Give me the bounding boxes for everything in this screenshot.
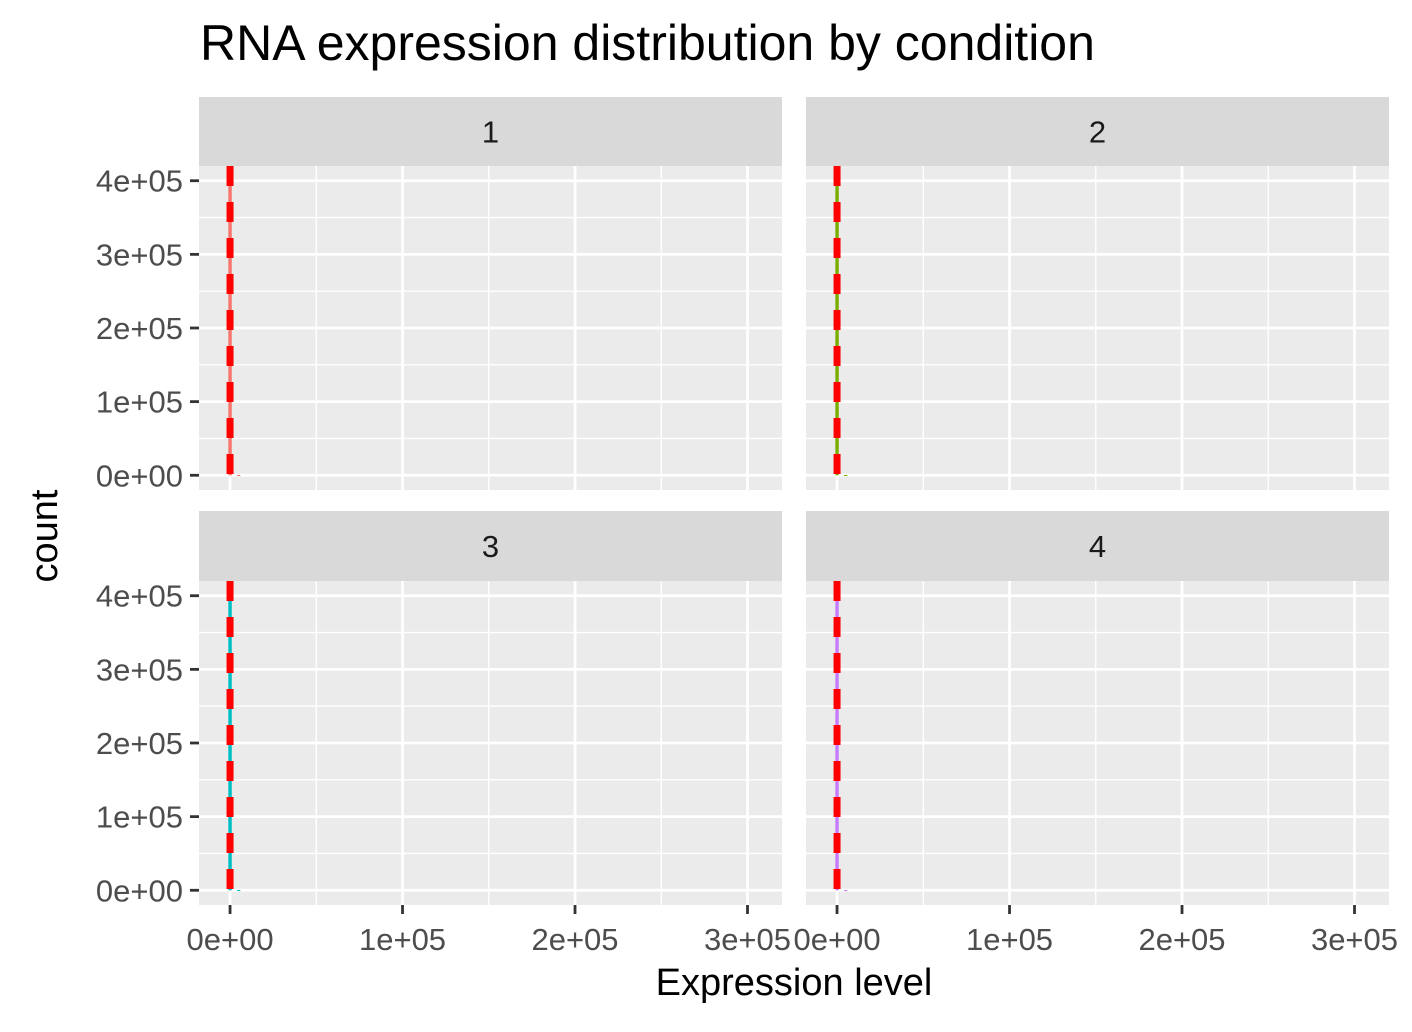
y-tick-label: 1e+05 xyxy=(96,385,183,420)
facet-strip-label: 4 xyxy=(1089,529,1106,564)
y-tick-label: 0e+00 xyxy=(96,873,183,908)
x-tick-label: 3e+05 xyxy=(704,922,791,957)
x-tick-label: 0e+00 xyxy=(187,922,274,957)
y-tick-label: 2e+05 xyxy=(96,726,183,761)
facet-strip xyxy=(199,511,782,581)
x-tick-label: 1e+05 xyxy=(359,922,446,957)
facet-strip-label: 2 xyxy=(1089,115,1106,150)
x-tick-label: 0e+00 xyxy=(794,922,881,957)
facet-strip-label: 3 xyxy=(482,529,499,564)
facet-strip xyxy=(199,97,782,166)
y-tick-label: 1e+05 xyxy=(96,800,183,835)
y-tick-label: 2e+05 xyxy=(96,311,183,346)
y-tick-label: 0e+00 xyxy=(96,458,183,493)
x-tick-label: 3e+05 xyxy=(1311,922,1398,957)
y-tick-label: 4e+05 xyxy=(96,164,183,199)
y-axis-title: count xyxy=(24,489,66,582)
x-tick-label: 2e+05 xyxy=(1138,922,1225,957)
histogram-bar xyxy=(843,475,848,477)
histogram-bar xyxy=(843,890,848,892)
histogram-bar xyxy=(236,475,241,477)
x-tick-label: 2e+05 xyxy=(531,922,618,957)
x-tick-label: 1e+05 xyxy=(966,922,1053,957)
chart-title: RNA expression distribution by condition xyxy=(200,15,1095,71)
y-tick-label: 3e+05 xyxy=(96,652,183,687)
histogram-bar xyxy=(236,890,241,892)
facet-strip xyxy=(806,511,1389,581)
y-tick-label: 3e+05 xyxy=(96,237,183,272)
y-tick-label: 4e+05 xyxy=(96,579,183,614)
x-axis-title: Expression level xyxy=(655,962,933,1004)
facet-strip xyxy=(806,97,1389,166)
facet-strip-label: 1 xyxy=(482,115,499,150)
